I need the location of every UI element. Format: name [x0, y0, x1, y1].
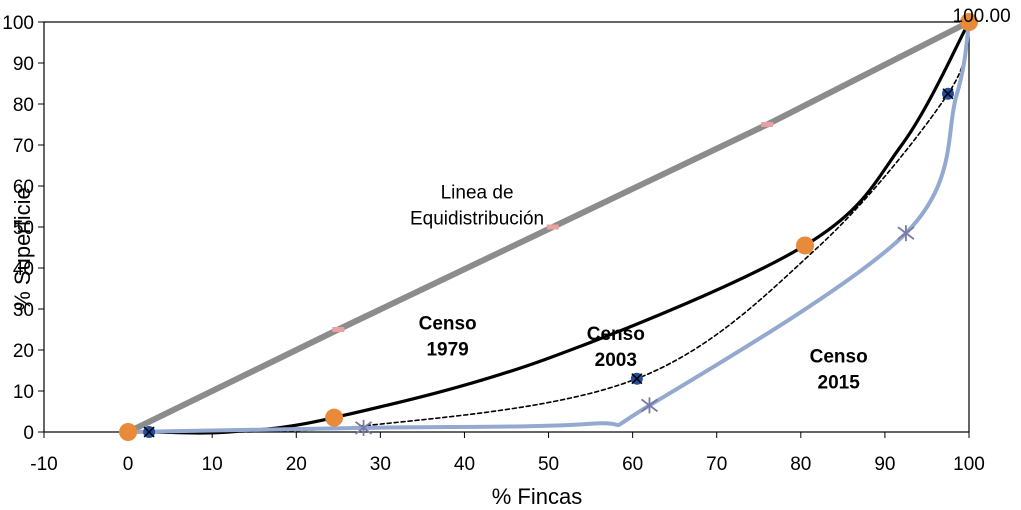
x-tick-label: 90: [874, 454, 895, 475]
x-tick-label: 100: [953, 454, 985, 475]
marker-equidistribucion: [332, 327, 345, 332]
marker-censo2015: [355, 419, 373, 436]
annotation-line: 100.00: [953, 6, 1011, 27]
annotation-label: 100.00: [953, 6, 1011, 27]
annotation-label: Censo 2015: [810, 346, 868, 393]
x-axis-ticks: -10 0 10 20 30 40 50 60 70 80 90 100: [30, 432, 985, 475]
marker-censo2003: [143, 426, 156, 438]
annotation-line: Linea de: [441, 182, 514, 203]
annotation-line: Censo: [419, 314, 477, 335]
annotation-line: 2003: [595, 350, 637, 371]
y-tick-label: 60: [13, 177, 34, 198]
y-tick-label: 10: [13, 382, 34, 403]
x-tick-label: 50: [538, 454, 559, 475]
x-tick-label: 20: [286, 454, 307, 475]
series-line-censo2015: [126, 20, 971, 434]
x-tick-label: 30: [370, 454, 391, 475]
y-tick-label: 50: [13, 218, 34, 239]
x-tick-label: 10: [202, 454, 223, 475]
x-tick-label: 0: [123, 454, 134, 475]
marker-censo1979: [119, 423, 138, 441]
annotation-line: 2015: [818, 372, 861, 393]
annotation-line: Censo: [810, 346, 868, 367]
annotation-line: Censo: [587, 324, 645, 345]
x-tick-label: -10: [30, 454, 57, 475]
marker-censo1979: [960, 13, 978, 31]
x-axis-title: % Fincas: [492, 484, 582, 509]
y-axis-title: % Superficie: [10, 187, 35, 311]
y-tick-label: 30: [13, 300, 34, 321]
x-tick-label: 80: [790, 454, 811, 475]
marker-equidistribucion: [761, 122, 774, 127]
marker-censo1979: [796, 236, 815, 255]
y-tick-label: 20: [13, 341, 34, 362]
annotations-layer: Linea de Equidistribución Censo 1979 Censo 20…: [410, 6, 1011, 393]
series-line-censo1979: [126, 20, 971, 435]
y-tick-label: 0: [23, 423, 34, 444]
y-axis-ticks: 0 10 20 30 40 50 60 70 80 90 100: [2, 13, 44, 444]
x-tick-label: 70: [706, 454, 727, 475]
annotation-label: Censo 1979: [419, 314, 477, 361]
marker-censo2015: [897, 225, 915, 242]
y-tick-label: 70: [13, 136, 34, 157]
marker-censo2003: [941, 87, 954, 100]
y-tick-label: 40: [13, 259, 34, 280]
y-tick-label: 80: [13, 95, 34, 116]
x-tick-label: 40: [454, 454, 475, 475]
annotation-label: Censo 2003: [587, 324, 645, 371]
annotation-line: Equidistribución: [410, 208, 544, 229]
marker-censo2003: [630, 372, 643, 385]
annotation-line: 1979: [426, 340, 468, 361]
y-tick-label: 100: [2, 13, 34, 34]
marker-censo2015: [640, 397, 658, 414]
marker-censo1979: [325, 408, 344, 427]
y-tick-label: 90: [13, 54, 34, 75]
markers-layer: [119, 13, 978, 441]
x-tick-label: 60: [622, 454, 643, 475]
marker-equidistribucion: [546, 224, 559, 230]
annotation-label: Linea de Equidistribución: [410, 182, 544, 229]
